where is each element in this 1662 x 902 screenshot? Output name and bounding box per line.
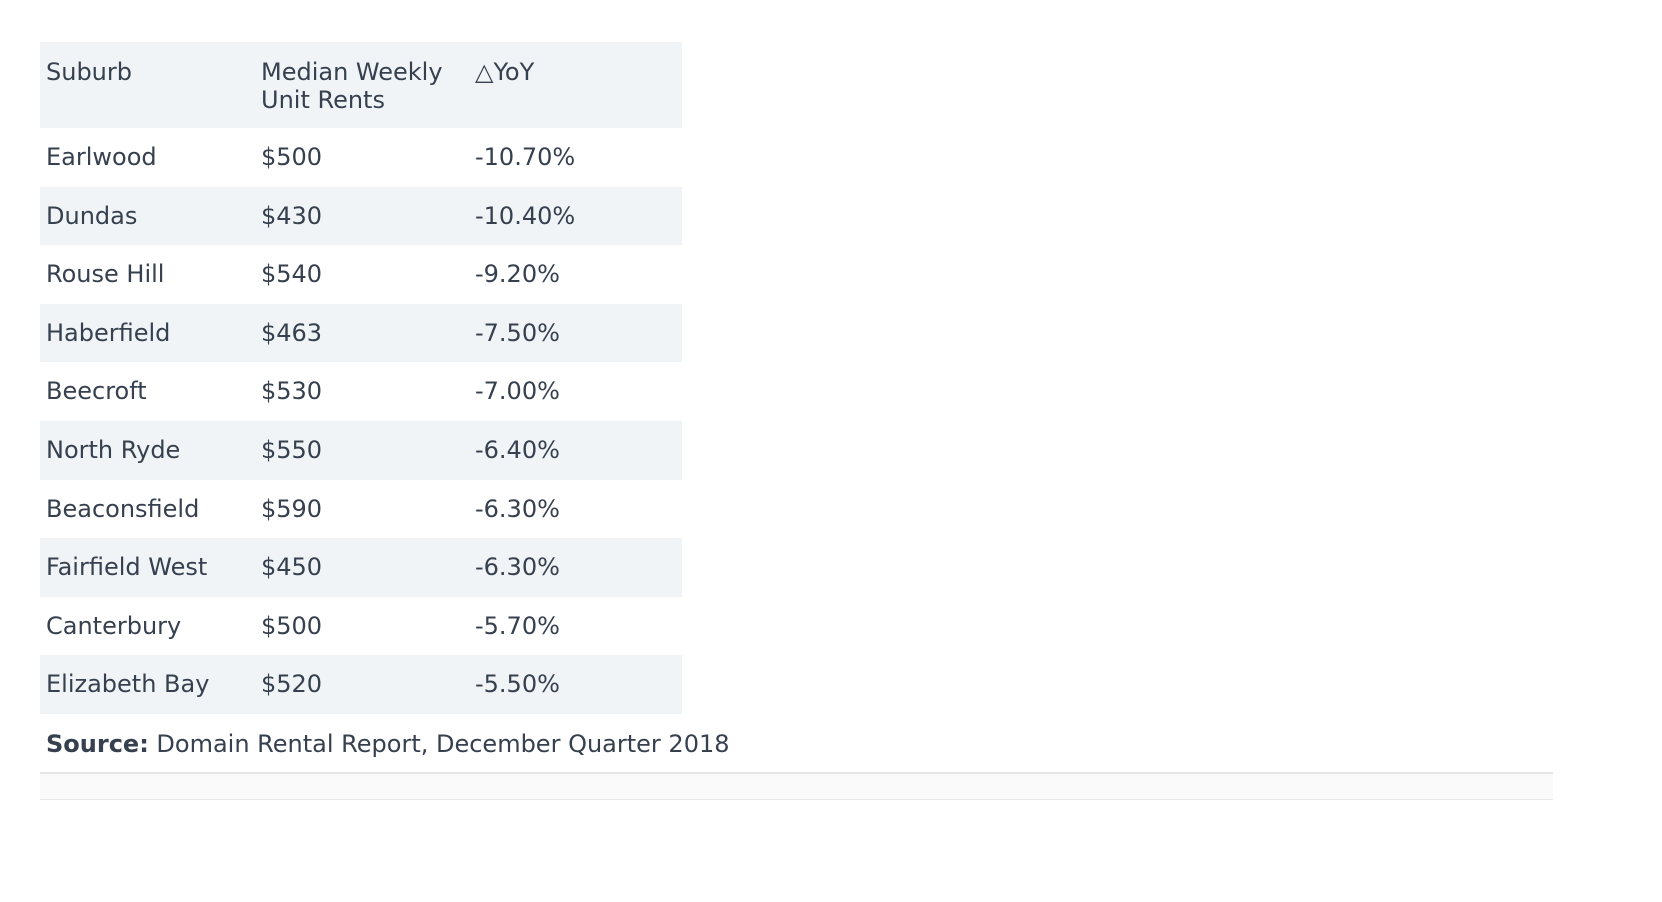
cell-rent: $450 [261,553,323,582]
table-row: Beecroft $530 -7.00% [40,362,682,421]
source-caption: Source: Domain Rental Report, December Q… [46,729,730,759]
cell-yoy: -6.40% [475,435,560,464]
cell-suburb: Earlwood [46,143,157,171]
header-suburb: Suburb [46,58,132,86]
table-body: Earlwood $500 -10.70% Dundas $430 -10.40… [40,128,682,714]
table-row: Rouse Hill $540 -9.20% [40,245,682,304]
cell-yoy: -9.20% [475,260,560,289]
table-row: Beaconsfield $590 -6.30% [40,480,682,539]
table-header-row: Suburb Median Weekly Unit Rents △YoY [40,42,682,128]
cell-rent: $520 [261,670,323,699]
cell-suburb: Rouse Hill [46,260,165,289]
header-median-weekly-unit-rents: Median Weekly Unit Rents [261,58,443,114]
cell-yoy: -5.70% [475,611,560,640]
cell-suburb: Canterbury [46,611,182,640]
cell-suburb: Haberfield [46,318,171,347]
table-row: Elizabeth Bay $520 -5.50% [40,655,682,714]
cell-suburb: Fairfield West [46,553,208,582]
cell-rent: $500 [261,143,323,171]
cell-suburb: Beaconsfield [46,494,200,523]
header-yoy: △YoY [475,58,535,86]
cell-yoy: -7.00% [475,377,560,406]
cell-suburb: North Ryde [46,435,181,464]
clipped-paragraph-fragment [44,0,52,8]
source-label: Source: [46,730,149,758]
table-row: North Ryde $550 -6.40% [40,420,682,480]
table-row: Haberfield $463 -7.50% [40,303,682,363]
cell-suburb: Dundas [46,201,138,230]
cell-yoy: -6.30% [475,553,560,582]
table-row: Dundas $430 -10.40% [40,186,682,246]
table-header: Suburb Median Weekly Unit Rents △YoY [40,42,682,128]
cell-yoy: -6.30% [475,494,560,523]
cell-rent: $530 [261,377,323,406]
section-divider [40,772,1553,800]
table-row: Fairfield West $450 -6.30% [40,538,682,597]
cell-suburb: Beecroft [46,377,147,406]
table-row: Earlwood $500 -10.70% [40,128,682,187]
cell-rent: $430 [261,201,323,230]
cell-yoy: -7.50% [475,318,560,347]
cell-rent: $500 [261,611,323,640]
cell-yoy: -10.40% [475,201,576,230]
cell-yoy: -5.50% [475,670,560,699]
cell-rent: $540 [261,260,323,289]
cell-yoy: -10.70% [475,143,576,171]
table-row: Canterbury $500 -5.70% [40,597,682,656]
cell-rent: $550 [261,435,323,464]
source-text: Domain Rental Report, December Quarter 2… [148,730,730,758]
cell-suburb: Elizabeth Bay [46,670,210,699]
cell-rent: $590 [261,494,323,523]
cell-rent: $463 [261,318,323,347]
rent-table: Suburb Median Weekly Unit Rents △YoY Ear… [40,42,682,714]
